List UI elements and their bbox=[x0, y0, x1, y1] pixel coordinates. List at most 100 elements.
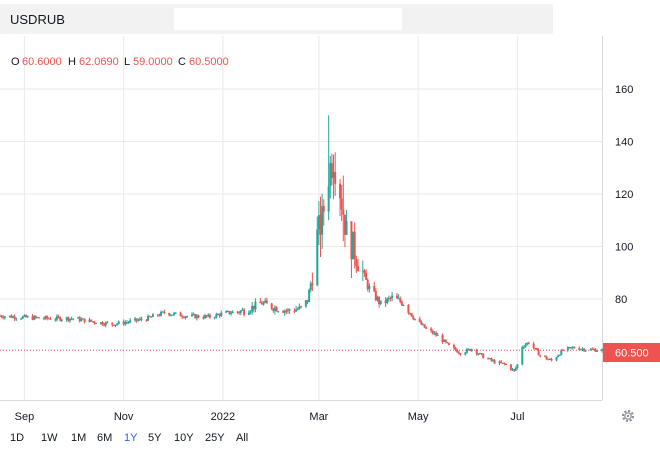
candle-body bbox=[83, 318, 86, 323]
candle-body bbox=[557, 355, 560, 358]
candle-body bbox=[275, 307, 278, 312]
candle-body bbox=[493, 360, 496, 364]
range-button-25y[interactable]: 25Y bbox=[205, 432, 225, 444]
candle-body bbox=[527, 342, 530, 344]
range-button-1m[interactable]: 1M bbox=[71, 432, 87, 444]
candle-body bbox=[513, 369, 516, 371]
candle bbox=[557, 354, 560, 358]
candle-body bbox=[566, 347, 569, 351]
candle-body bbox=[571, 347, 574, 349]
candle-body bbox=[31, 316, 34, 320]
candle bbox=[400, 300, 403, 307]
range-button-6m[interactable]: 6M bbox=[97, 432, 113, 444]
candle-body bbox=[322, 206, 325, 212]
y-tick-label: 140 bbox=[615, 137, 633, 149]
candle bbox=[91, 321, 94, 323]
candle-body bbox=[293, 310, 296, 312]
range-button-1d[interactable]: 1D bbox=[10, 432, 25, 444]
candle-body bbox=[430, 328, 433, 331]
candle-body bbox=[12, 316, 15, 318]
candle-body bbox=[514, 367, 517, 371]
range-button-10y[interactable]: 10Y bbox=[174, 432, 194, 444]
symbol-search-input[interactable] bbox=[4, 8, 170, 30]
candle bbox=[410, 313, 413, 317]
range-button-all[interactable]: All bbox=[236, 432, 249, 444]
candle-body bbox=[243, 309, 246, 315]
candle-body bbox=[308, 289, 311, 303]
candle bbox=[68, 318, 71, 323]
candle-body bbox=[195, 315, 198, 319]
gear-icon[interactable] bbox=[620, 408, 636, 424]
candle bbox=[34, 315, 37, 320]
candle-body bbox=[589, 349, 592, 351]
candle-body bbox=[578, 348, 581, 350]
range-button-1y[interactable]: 1Y bbox=[124, 432, 138, 444]
candle-body bbox=[156, 314, 159, 316]
candle-body bbox=[339, 183, 342, 199]
candle bbox=[570, 346, 573, 350]
candle bbox=[2, 315, 5, 320]
candle bbox=[213, 316, 216, 320]
candle bbox=[150, 316, 153, 318]
candle-body bbox=[0, 315, 1, 317]
candle-body bbox=[93, 321, 96, 324]
candle-body bbox=[68, 318, 71, 321]
candle-body bbox=[353, 231, 356, 260]
candle bbox=[42, 316, 45, 321]
candle-body bbox=[67, 317, 70, 321]
candle bbox=[505, 363, 508, 365]
candle-body bbox=[295, 309, 298, 312]
candle bbox=[46, 315, 49, 321]
candle bbox=[402, 304, 405, 307]
candle-body bbox=[374, 291, 377, 301]
candle bbox=[207, 313, 210, 318]
candle-body bbox=[99, 322, 102, 324]
candle-body bbox=[88, 319, 91, 323]
candle-body bbox=[316, 229, 319, 286]
candle-body bbox=[448, 343, 451, 346]
candle bbox=[467, 348, 470, 350]
symbol-bar-field[interactable] bbox=[174, 8, 402, 30]
candle-body bbox=[435, 332, 438, 336]
candle bbox=[535, 347, 538, 351]
candle bbox=[435, 330, 438, 337]
candle bbox=[238, 310, 241, 315]
candle bbox=[409, 312, 412, 315]
candle bbox=[539, 354, 542, 358]
candle bbox=[186, 315, 189, 318]
candle-body bbox=[443, 339, 446, 342]
candle bbox=[151, 313, 154, 317]
candle bbox=[397, 294, 400, 300]
candle bbox=[560, 349, 563, 356]
candle bbox=[311, 272, 314, 291]
candle-body bbox=[389, 297, 392, 299]
candle-body bbox=[138, 318, 141, 320]
candle-body bbox=[236, 311, 239, 313]
candle bbox=[54, 317, 57, 322]
candle-body bbox=[112, 324, 115, 326]
candle bbox=[103, 323, 106, 327]
candle bbox=[550, 357, 553, 362]
candle-body bbox=[334, 172, 337, 184]
candle bbox=[363, 269, 366, 277]
candle bbox=[304, 299, 307, 308]
candle bbox=[275, 305, 278, 312]
candle-body bbox=[288, 309, 291, 311]
candle bbox=[478, 352, 481, 355]
candle bbox=[148, 315, 151, 318]
candle-body bbox=[46, 316, 49, 319]
range-button-5y[interactable]: 5Y bbox=[148, 432, 162, 444]
candle-body bbox=[111, 322, 114, 325]
candle-body bbox=[54, 319, 57, 321]
candle bbox=[111, 322, 114, 327]
candle-body bbox=[365, 272, 368, 280]
candle-body bbox=[363, 270, 366, 273]
candle-body bbox=[151, 314, 154, 317]
candle bbox=[77, 316, 80, 319]
y-tick-label: 80 bbox=[615, 294, 627, 306]
candle-body bbox=[583, 348, 586, 352]
range-button-1w[interactable]: 1W bbox=[41, 432, 58, 444]
candle bbox=[443, 339, 446, 343]
candle bbox=[161, 311, 164, 313]
